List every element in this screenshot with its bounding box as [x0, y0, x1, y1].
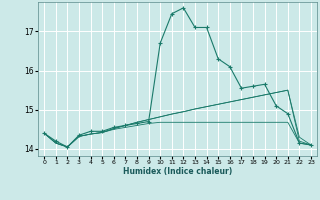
X-axis label: Humidex (Indice chaleur): Humidex (Indice chaleur) — [123, 167, 232, 176]
